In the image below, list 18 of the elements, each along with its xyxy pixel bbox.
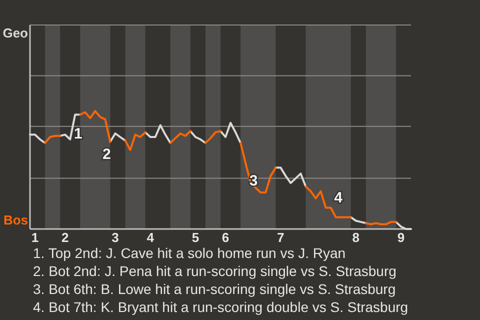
x-tick-label: 7 [277, 230, 284, 245]
text: Bos [3, 212, 28, 228]
text: 4. Bot 7th: K. Bryant hit a run-scoring double vs S. Strasburg [33, 298, 408, 315]
text: Geo [2, 26, 28, 41]
x-tick-label: 6 [222, 230, 230, 245]
annotation: 4 [334, 190, 344, 207]
x-tick-label: 2 [61, 230, 69, 245]
x-tick-label: 9 [397, 230, 405, 245]
text: 3. Bot 6th: B. Lowe hit a run-scoring single vs S. Strasburg [33, 280, 396, 297]
x-tick-label: 8 [352, 230, 360, 245]
text: 1. Top 2nd: J. Cave hit a solo home run vs J. Ryan [33, 244, 346, 261]
annotation: 2 [102, 146, 111, 163]
x-tick-label: 5 [192, 230, 200, 245]
x-tick-label: 4 [146, 230, 155, 245]
text: 2. Bot 2nd: J. Pena hit a run-scoring single vs S. Strasburg [33, 262, 396, 279]
x-tick-label: 1 [31, 230, 39, 245]
annotation: 1 [74, 125, 82, 142]
x-tick-label: 3 [112, 230, 119, 245]
